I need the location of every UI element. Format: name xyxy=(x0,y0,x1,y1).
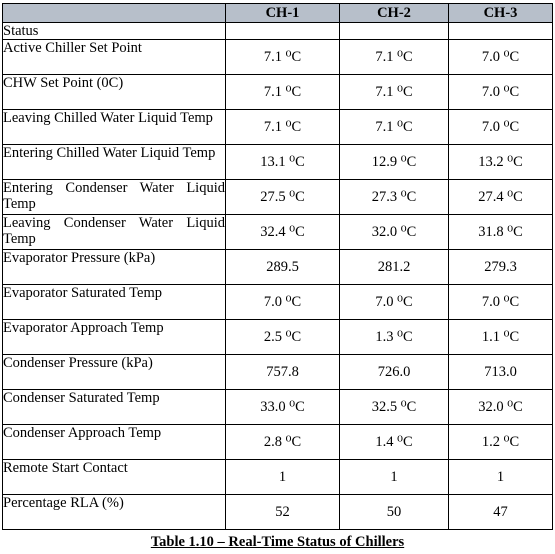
value-cell-ch3: 279.3 xyxy=(448,249,553,285)
value-cell-ch2: 32.0 ⁰C xyxy=(339,214,449,250)
value-cell-ch3: 7.0 ⁰C xyxy=(448,39,553,75)
status-section-label: Status xyxy=(2,22,226,40)
empty-cell xyxy=(448,22,553,40)
value-cell-ch1: 289.5 xyxy=(225,249,340,285)
value-cell-ch3: 27.4 ⁰C xyxy=(448,179,553,215)
empty-cell xyxy=(339,22,449,40)
table-row: Evaporator Saturated Temp 7.0 ⁰C 7.0 ⁰C 7.0… xyxy=(2,284,553,320)
table-row: Percentage RLA (%) 52 50 47 xyxy=(2,494,553,530)
value-cell-ch3: 13.2 ⁰C xyxy=(448,144,553,180)
table-row: Evaporator Approach Temp 2.5 ⁰C 1.3 ⁰C 1.1 … xyxy=(2,319,553,355)
header-cell-parameter xyxy=(2,3,226,23)
parameter-label: Evaporator Saturated Temp xyxy=(2,284,226,320)
table-row: Entering Chilled Water Liquid Temp 13.1 ⁰… xyxy=(2,144,553,180)
parameter-label: Entering Chilled Water Liquid Temp xyxy=(2,144,226,180)
value-cell-ch2: 12.9 ⁰C xyxy=(339,144,449,180)
value-cell-ch1: 13.1 ⁰C xyxy=(225,144,340,180)
value-cell-ch3: 31.8 ⁰C xyxy=(448,214,553,250)
value-cell-ch2: 50 xyxy=(339,494,449,530)
value-cell-ch3: 7.0 ⁰C xyxy=(448,109,553,145)
value-cell-ch1: 32.4 ⁰C xyxy=(225,214,340,250)
parameter-label: Active Chiller Set Point xyxy=(2,39,226,75)
table-row: CHW Set Point (0C) 7.1 ⁰C 7.1 ⁰C 7.0 ⁰C xyxy=(2,74,553,110)
value-cell-ch1: 7.1 ⁰C xyxy=(225,109,340,145)
table-row: Leaving Chilled Water Liquid Temp 7.1 ⁰C 7… xyxy=(2,109,553,145)
chiller-status-table: CH-1 CH-2 CH-3 Status Active Chiller Set… xyxy=(2,3,553,530)
value-cell-ch3: 32.0 ⁰C xyxy=(448,389,553,425)
parameter-label: CHW Set Point (0C) xyxy=(2,74,226,110)
parameter-label: Condenser Saturated Temp xyxy=(2,389,226,425)
value-cell-ch1: 52 xyxy=(225,494,340,530)
value-cell-ch3: 1.1 ⁰C xyxy=(448,319,553,355)
table-caption-text: Table 1.10 – Real-Time Status of Chiller… xyxy=(150,534,405,550)
empty-cell xyxy=(225,22,340,40)
value-cell-ch1: 7.0 ⁰C xyxy=(225,284,340,320)
value-cell-ch1: 2.8 ⁰C xyxy=(225,424,340,460)
parameter-label: Condenser Approach Temp xyxy=(2,424,226,460)
table-row: Leaving Condenser Water Liquid Temp 32.4 … xyxy=(2,214,553,250)
value-cell-ch1: 7.1 ⁰C xyxy=(225,39,340,75)
parameter-label: Evaporator Approach Temp xyxy=(2,319,226,355)
value-cell-ch2: 726.0 xyxy=(339,354,449,390)
parameter-label: Percentage RLA (%) xyxy=(2,494,226,530)
value-cell-ch2: 281.2 xyxy=(339,249,449,285)
table-caption: Table 1.10 – Real-Time Status of Chiller… xyxy=(0,534,555,551)
value-cell-ch3: 7.0 ⁰C xyxy=(448,284,553,320)
parameter-label: Leaving Chilled Water Liquid Temp xyxy=(2,109,226,145)
header-cell-ch2: CH-2 xyxy=(339,3,449,23)
parameter-label: Remote Start Contact xyxy=(2,459,226,495)
parameter-label: Evaporator Pressure (kPa) xyxy=(2,249,226,285)
value-cell-ch1: 2.5 ⁰C xyxy=(225,319,340,355)
value-cell-ch2: 32.5 ⁰C xyxy=(339,389,449,425)
value-cell-ch3: 1.2 ⁰C xyxy=(448,424,553,460)
status-section-row: Status xyxy=(2,22,553,40)
value-cell-ch3: 7.0 ⁰C xyxy=(448,74,553,110)
table-row: Remote Start Contact 1 1 1 xyxy=(2,459,553,495)
value-cell-ch1: 757.8 xyxy=(225,354,340,390)
table-row: Entering Condenser Water Liquid Temp 27.5… xyxy=(2,179,553,215)
value-cell-ch1: 1 xyxy=(225,459,340,495)
value-cell-ch2: 1.3 ⁰C xyxy=(339,319,449,355)
value-cell-ch2: 7.1 ⁰C xyxy=(339,74,449,110)
value-cell-ch1: 7.1 ⁰C xyxy=(225,74,340,110)
table-row: Condenser Approach Temp 2.8 ⁰C 1.4 ⁰C 1.2 ⁰… xyxy=(2,424,553,460)
table-row: Active Chiller Set Point 7.1 ⁰C 7.1 ⁰C 7.0 … xyxy=(2,39,553,75)
value-cell-ch2: 1.4 ⁰C xyxy=(339,424,449,460)
header-cell-ch1: CH-1 xyxy=(225,3,340,23)
value-cell-ch2: 27.3 ⁰C xyxy=(339,179,449,215)
value-cell-ch3: 713.0 xyxy=(448,354,553,390)
value-cell-ch2: 1 xyxy=(339,459,449,495)
parameter-label: Leaving Condenser Water Liquid Temp xyxy=(2,214,226,250)
table-row: Evaporator Pressure (kPa) 289.5 281.2 279.3 xyxy=(2,249,553,285)
table-row: Condenser Saturated Temp 33.0 ⁰C 32.5 ⁰C 32… xyxy=(2,389,553,425)
value-cell-ch2: 7.0 ⁰C xyxy=(339,284,449,320)
value-cell-ch2: 7.1 ⁰C xyxy=(339,39,449,75)
value-cell-ch3: 47 xyxy=(448,494,553,530)
value-cell-ch1: 33.0 ⁰C xyxy=(225,389,340,425)
value-cell-ch3: 1 xyxy=(448,459,553,495)
table-header-row: CH-1 CH-2 CH-3 xyxy=(2,3,553,23)
table-row: Condenser Pressure (kPa) 757.8 726.0 713.0 xyxy=(2,354,553,390)
header-cell-ch3: CH-3 xyxy=(448,3,553,23)
parameter-label: Condenser Pressure (kPa) xyxy=(2,354,226,390)
parameter-label: Entering Condenser Water Liquid Temp xyxy=(2,179,226,215)
value-cell-ch2: 7.1 ⁰C xyxy=(339,109,449,145)
value-cell-ch1: 27.5 ⁰C xyxy=(225,179,340,215)
